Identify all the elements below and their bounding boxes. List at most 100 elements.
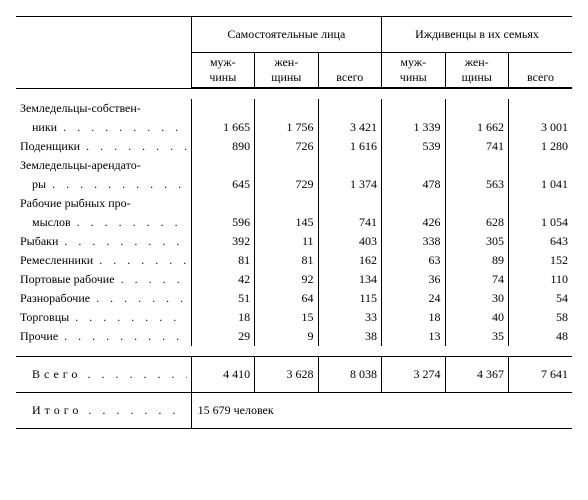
table-cell: 539 — [382, 137, 445, 156]
table-cell: 645 — [191, 175, 254, 194]
table-cell: 54 — [508, 289, 572, 308]
table-cell: 9 — [255, 327, 318, 346]
table-row: Рыбаки39211403338305643 — [16, 232, 572, 251]
header-a-women: жен-щины — [255, 53, 318, 89]
header-b-men: муж-чины — [382, 53, 445, 89]
table-cell: 145 — [255, 213, 318, 232]
population-table: Самостоятельные лица Иждивенцы в их семь… — [16, 16, 572, 433]
table-cell: 13 — [382, 327, 445, 346]
table-cell: 152 — [508, 251, 572, 270]
grand-value: 15 679 человек — [191, 393, 572, 429]
table-cell: 563 — [445, 175, 508, 194]
row-label: Прочие — [16, 327, 191, 346]
table-cell: 890 — [191, 137, 254, 156]
table-cell: 741 — [318, 213, 382, 232]
header-blank — [16, 17, 191, 89]
table-cell: 305 — [445, 232, 508, 251]
row-label: мыслов — [16, 213, 191, 232]
table-cell: 1 665 — [191, 118, 254, 137]
table-cell: 478 — [382, 175, 445, 194]
table-cell: 74 — [445, 270, 508, 289]
table-cell: 426 — [382, 213, 445, 232]
table-cell: 392 — [191, 232, 254, 251]
row-label: ры — [16, 175, 191, 194]
table-row: Земледельцы-арендато- — [16, 156, 572, 175]
row-label: Разнорабочие — [16, 289, 191, 308]
row-label: Земледельцы-арендато- — [16, 156, 191, 175]
table-cell: 3 274 — [382, 357, 445, 393]
table-cell: 3 421 — [318, 118, 382, 137]
table-cell: 40 — [445, 308, 508, 327]
table-cell: 729 — [255, 175, 318, 194]
table-row: Рабочие рыбных про- — [16, 194, 572, 213]
table-cell: 64 — [255, 289, 318, 308]
grand-label: Итого — [16, 393, 191, 429]
row-label: ники — [16, 118, 191, 137]
table-cell: 4 410 — [191, 357, 254, 393]
header-a-men: муж-чины — [191, 53, 254, 89]
table-cell: 1 041 — [508, 175, 572, 194]
table-cell: 18 — [382, 308, 445, 327]
table-cell: 3 628 — [255, 357, 318, 393]
table-cell: 1 374 — [318, 175, 382, 194]
table-cell: 36 — [382, 270, 445, 289]
header-group-b: Иждивенцы в их семьях — [382, 17, 572, 53]
table-cell: 42 — [191, 270, 254, 289]
table-cell: 35 — [445, 327, 508, 346]
table-cell: 24 — [382, 289, 445, 308]
table-row: Портовые рабочие42921343674110 — [16, 270, 572, 289]
table-cell: 7 641 — [508, 357, 572, 393]
table-cell: 134 — [318, 270, 382, 289]
table-row: мыслов5961457414266281 054 — [16, 213, 572, 232]
table-cell: 58 — [508, 308, 572, 327]
table-cell: 110 — [508, 270, 572, 289]
table-cell: 1 280 — [508, 137, 572, 156]
table-row: Торговцы181533184058 — [16, 308, 572, 327]
table-cell: 1 339 — [382, 118, 445, 137]
table-cell: 1 054 — [508, 213, 572, 232]
table-row: Прочие29938133548 — [16, 327, 572, 346]
table-cell: 18 — [191, 308, 254, 327]
table-cell: 115 — [318, 289, 382, 308]
table-cell: 11 — [255, 232, 318, 251]
header-b-women: жен-щины — [445, 53, 508, 89]
table-cell: 162 — [318, 251, 382, 270]
table-cell: 15 — [255, 308, 318, 327]
table-cell: 741 — [445, 137, 508, 156]
table-cell: 3 001 — [508, 118, 572, 137]
table-cell: 4 367 — [445, 357, 508, 393]
table-cell: 81 — [255, 251, 318, 270]
table-cell: 92 — [255, 270, 318, 289]
table-cell: 48 — [508, 327, 572, 346]
row-label: Земледельцы-собствен- — [16, 99, 191, 118]
row-label: Поденщики — [16, 137, 191, 156]
table-row: ры6457291 3744785631 041 — [16, 175, 572, 194]
table-row: Земледельцы-собствен- — [16, 99, 572, 118]
table-row: Разнорабочие5164115243054 — [16, 289, 572, 308]
totals-label: Всего — [16, 357, 191, 393]
table-cell: 29 — [191, 327, 254, 346]
totals-row: Всего4 4103 6288 0383 2744 3677 641 — [16, 357, 572, 393]
grand-total-row: Итого15 679 человек — [16, 393, 572, 429]
row-label: Ремесленники — [16, 251, 191, 270]
table-cell: 63 — [382, 251, 445, 270]
table-cell: 38 — [318, 327, 382, 346]
table-cell: 596 — [191, 213, 254, 232]
table-cell: 8 038 — [318, 357, 382, 393]
table-row: ники1 6651 7563 4211 3391 6623 001 — [16, 118, 572, 137]
table-body: Земледельцы-собствен-ники1 6651 7563 421… — [16, 88, 572, 433]
table-cell: 1 756 — [255, 118, 318, 137]
table-cell: 30 — [445, 289, 508, 308]
table-cell: 1 662 — [445, 118, 508, 137]
row-label: Торговцы — [16, 308, 191, 327]
table-cell: 628 — [445, 213, 508, 232]
table-cell: 33 — [318, 308, 382, 327]
row-label: Портовые рабочие — [16, 270, 191, 289]
table-cell: 338 — [382, 232, 445, 251]
table-cell: 81 — [191, 251, 254, 270]
table-cell: 89 — [445, 251, 508, 270]
row-label: Рыбаки — [16, 232, 191, 251]
table-row: Ремесленники81811626389152 — [16, 251, 572, 270]
row-label: Рабочие рыбных про- — [16, 194, 191, 213]
table-cell: 403 — [318, 232, 382, 251]
